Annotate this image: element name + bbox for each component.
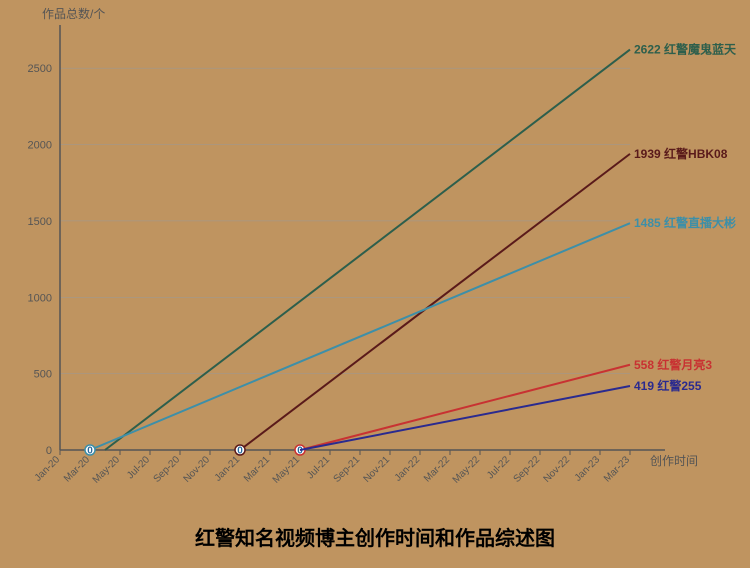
y-tick-label: 2000 bbox=[28, 140, 52, 152]
series-end-label: 2622 红警魔鬼蓝天 bbox=[634, 42, 737, 57]
y-tick-label: 1500 bbox=[28, 216, 52, 228]
start-marker-label: 0 bbox=[87, 446, 93, 457]
chart-background bbox=[0, 0, 750, 568]
x-axis-label: 创作时间 bbox=[650, 454, 698, 468]
y-tick-label: 0 bbox=[46, 445, 52, 457]
start-marker-label: 0 bbox=[237, 446, 243, 457]
series-end-label: 419 红警255 bbox=[634, 378, 702, 393]
series-end-label: 1485 红警直播大彬 bbox=[634, 215, 736, 230]
y-axis-label: 作品总数/个 bbox=[42, 6, 105, 21]
line-chart: 05001000150020002500作品总数/个Jan-20Mar-20Ma… bbox=[0, 0, 750, 568]
y-tick-label: 500 bbox=[34, 369, 52, 381]
series-end-label: 558 红警月亮3 bbox=[634, 357, 712, 372]
start-marker-label: 0 bbox=[297, 446, 303, 457]
chart-title: 红警知名视频博主创作时间和作品综述图 bbox=[195, 526, 555, 550]
series-end-label: 1939 红警HBK08 bbox=[634, 146, 728, 161]
y-tick-label: 2500 bbox=[28, 63, 52, 75]
chart-container: 05001000150020002500作品总数/个Jan-20Mar-20Ma… bbox=[0, 0, 750, 573]
y-tick-label: 1000 bbox=[28, 292, 52, 304]
